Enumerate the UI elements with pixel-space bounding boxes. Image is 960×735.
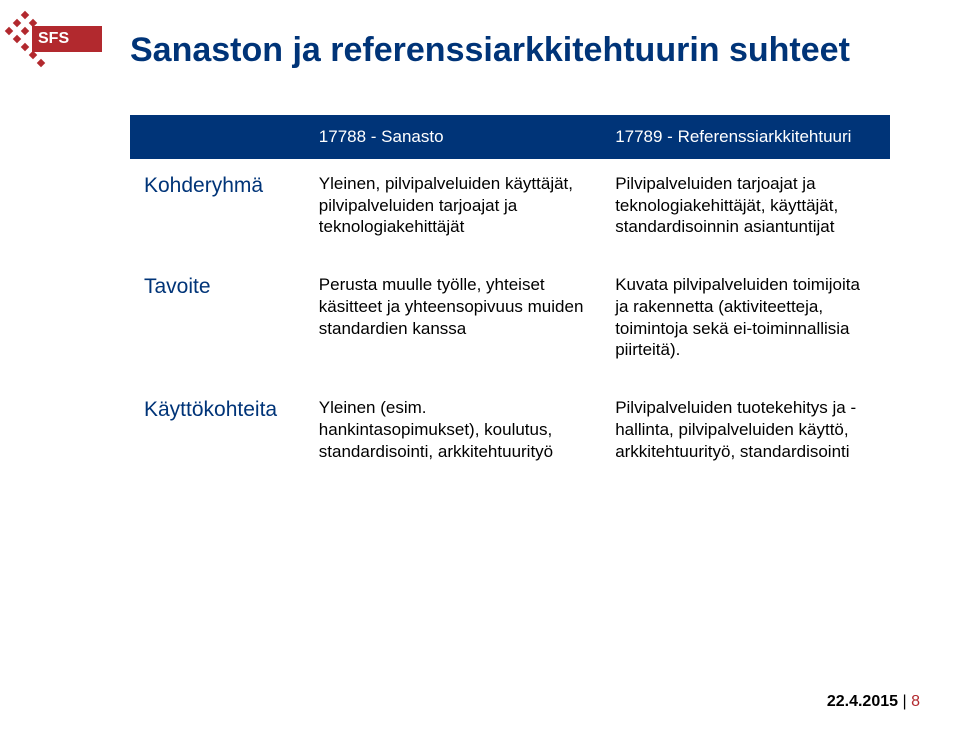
row-col1: Yleinen, pilvipalveluiden käyttäjät, pil… bbox=[305, 159, 601, 260]
table-row: Käyttökohteita Yleinen (esim. hankintaso… bbox=[130, 383, 890, 484]
table-header-col1: 17788 - Sanasto bbox=[305, 115, 601, 159]
row-label: Käyttökohteita bbox=[130, 383, 305, 484]
logo-dot bbox=[13, 35, 21, 43]
row-col2: Pilvipalveluiden tuotekehitys ja -hallin… bbox=[601, 383, 890, 484]
row-col2: Kuvata pilvipalveluiden toimijoita ja ra… bbox=[601, 260, 890, 383]
logo-dot bbox=[37, 59, 45, 67]
row-col1: Perusta muulle työlle, yhteiset käsittee… bbox=[305, 260, 601, 383]
logo-text: SFS bbox=[32, 26, 102, 52]
logo-dot bbox=[29, 51, 37, 59]
logo-dot bbox=[13, 19, 21, 27]
row-label: Kohderyhmä bbox=[130, 159, 305, 260]
footer-separator: | bbox=[902, 693, 911, 710]
slide-title: Sanaston ja referenssiarkkitehtuurin suh… bbox=[130, 30, 890, 71]
footer-page: 8 bbox=[911, 693, 920, 710]
table-header-col2: 17789 - Referenssiarkkitehtuuri bbox=[601, 115, 890, 159]
logo-dot bbox=[21, 11, 29, 19]
table-row: Tavoite Perusta muulle työlle, yhteiset … bbox=[130, 260, 890, 383]
logo-dot bbox=[21, 43, 29, 51]
footer-date: 22.4.2015 bbox=[827, 693, 898, 710]
slide-content: Sanaston ja referenssiarkkitehtuurin suh… bbox=[130, 30, 890, 484]
slide-footer: 22.4.2015 | 8 bbox=[827, 693, 920, 711]
table-row: Kohderyhmä Yleinen, pilvipalveluiden käy… bbox=[130, 159, 890, 260]
row-label: Tavoite bbox=[130, 260, 305, 383]
table-header-blank bbox=[130, 115, 305, 159]
table-header-row: 17788 - Sanasto 17789 - Referenssiarkkit… bbox=[130, 115, 890, 159]
logo-dot bbox=[21, 27, 29, 35]
row-col2: Pilvipalveluiden tarjoajat ja teknologia… bbox=[601, 159, 890, 260]
comparison-table: 17788 - Sanasto 17789 - Referenssiarkkit… bbox=[130, 115, 890, 485]
row-col1: Yleinen (esim. hankintasopimukset), koul… bbox=[305, 383, 601, 484]
sfs-logo: SFS bbox=[0, 8, 120, 68]
logo-dot bbox=[5, 27, 13, 35]
